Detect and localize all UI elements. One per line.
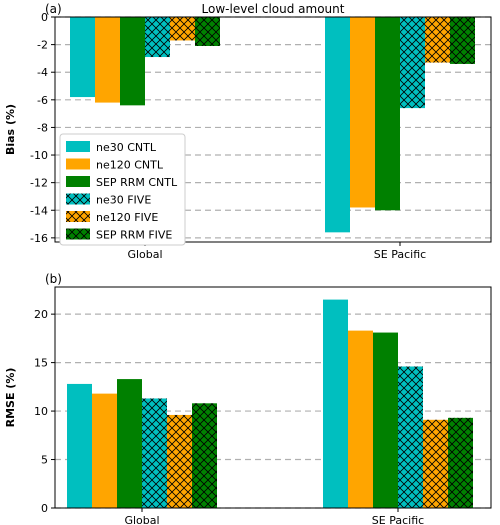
panel-b-y-axis-label: RMSE (%)	[4, 368, 17, 428]
y-tick-label: -6	[37, 94, 48, 107]
bar-hatch	[400, 17, 425, 109]
y-tick-label: 0	[41, 502, 48, 515]
bar-hatch	[425, 17, 450, 63]
legend-entry-label: ne30 CNTL	[96, 141, 157, 154]
panel-b-label: (b)	[45, 272, 62, 286]
bar	[70, 17, 95, 98]
bar-hatch	[170, 17, 195, 41]
y-tick-label: 10	[34, 405, 48, 418]
y-tick-label: -14	[30, 204, 48, 217]
bar	[323, 299, 348, 508]
x-tick-label: Global	[127, 248, 162, 261]
legend-swatch	[66, 158, 90, 170]
legend-swatch-hatch	[66, 193, 90, 205]
x-tick-label: SE Pacific	[374, 248, 426, 261]
legend-swatch-hatch	[66, 211, 90, 222]
legend-swatch	[66, 176, 90, 187]
bar-hatch	[167, 414, 192, 508]
bar	[117, 379, 142, 508]
bar	[375, 17, 400, 211]
bar-hatch	[448, 417, 473, 508]
y-tick-label: 0	[41, 11, 48, 24]
panel-b: 0 5 10 15 20 Global SE Pacific (b) RMSE (%)	[4, 272, 492, 525]
y-tick-label: 15	[34, 357, 48, 370]
legend-swatch	[66, 141, 90, 152]
panel-a-y-ticks: 0 -2 -4 -6 -8 -10 -12 -14 -16	[30, 11, 55, 245]
y-tick-label: -2	[37, 39, 48, 52]
panel-b-y-ticks: 0 5 10 15 20	[34, 308, 55, 515]
bar-hatch	[145, 17, 170, 58]
x-tick-label: SE Pacific	[372, 514, 424, 525]
legend: ne30 CNTL ne120 CNTL SEP RRM CNTL ne30 FIVE…	[59, 133, 186, 246]
bar	[325, 17, 350, 233]
panel-b-bars	[67, 299, 473, 508]
bar	[95, 17, 120, 103]
bar	[120, 17, 145, 106]
bar-hatch	[423, 419, 448, 508]
x-tick-label: Global	[124, 514, 159, 525]
y-tick-label: -10	[30, 149, 48, 162]
legend-entry-label: ne30 FIVE	[96, 194, 151, 207]
y-tick-label: -4	[37, 66, 48, 79]
y-tick-label: -16	[30, 232, 48, 245]
panel-b-frame	[54, 286, 492, 509]
panel-a: 0 -2 -4 -6 -8 -10 -12 -14 -16 Global SE Pacific (…	[4, 2, 492, 261]
bar	[67, 383, 92, 508]
bar-hatch	[195, 17, 220, 46]
bar	[92, 393, 117, 508]
y-tick-label: 5	[41, 454, 48, 467]
y-tick-label: 20	[34, 308, 48, 321]
bar	[348, 330, 373, 508]
panel-a-bars	[70, 17, 475, 233]
legend-entry-label: ne120 FIVE	[96, 211, 158, 224]
bar-hatch	[398, 366, 423, 508]
y-tick-label: -8	[37, 121, 48, 134]
panel-a-title: Low-level cloud amount	[202, 2, 345, 16]
legend-entry-label: SEP RRM FIVE	[96, 229, 172, 242]
panel-a-label: (a)	[45, 2, 62, 16]
bar-hatch	[142, 398, 167, 508]
bar	[350, 17, 375, 208]
y-tick-label: -12	[30, 177, 48, 190]
bar-hatch	[450, 17, 475, 64]
legend-swatch-hatch	[66, 228, 90, 240]
bar	[373, 332, 398, 508]
legend-entry-label: SEP RRM CNTL	[96, 176, 178, 189]
panel-a-x-ticks: Global SE Pacific	[127, 242, 426, 261]
bar-hatch	[192, 403, 217, 508]
legend-entry-label: ne120 CNTL	[96, 159, 164, 172]
legend-box	[59, 133, 186, 246]
panel-b-x-ticks: Global SE Pacific	[124, 508, 424, 525]
panel-a-y-axis-label: Bias (%)	[4, 104, 17, 155]
panel-a-frame	[54, 16, 492, 243]
